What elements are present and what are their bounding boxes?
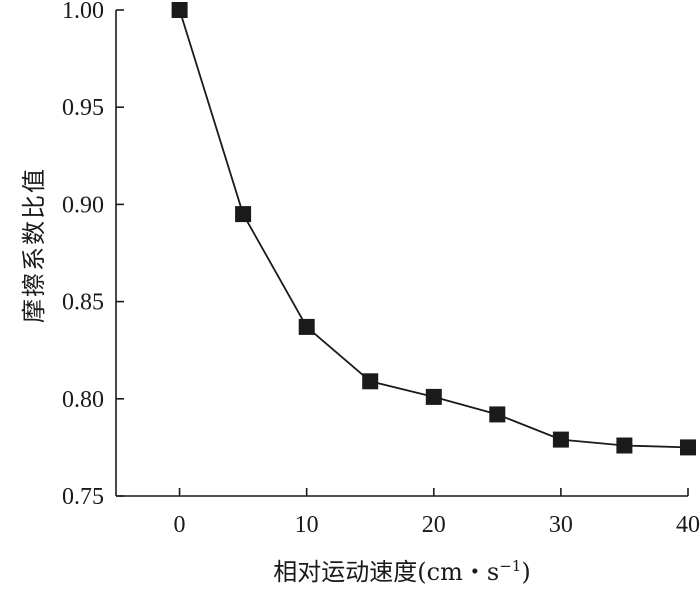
x-tick-label: 10 (295, 512, 319, 538)
y-tick-label: 0.90 (62, 192, 104, 218)
data-point (616, 437, 633, 454)
x-tick-label: 40 (676, 512, 700, 538)
data-point (171, 2, 188, 18)
data-point (680, 439, 696, 456)
x-axis-title-main: 相对运动速度(cm・s (273, 558, 499, 586)
x-axis-title: 相对运动速度(cm・s−1) (273, 557, 530, 586)
data-point (489, 406, 506, 423)
y-tick-label: 0.80 (62, 387, 104, 413)
series-group (171, 2, 696, 456)
data-point (235, 206, 252, 223)
x-tick-label: 0 (174, 512, 186, 538)
x-axis-title-close: ) (521, 558, 530, 586)
data-point (552, 431, 569, 448)
x-tick-label: 30 (549, 512, 573, 538)
x-tick-label: 20 (422, 512, 446, 538)
y-ticks: 0.75 0.80 0.85 0.90 0.95 1.00 (62, 0, 124, 510)
data-point (425, 388, 442, 405)
series-line (178, 9, 689, 449)
y-tick-label: 0.85 (62, 290, 104, 316)
x-axis-title-superscript: −1 (499, 557, 521, 575)
data-point (298, 318, 315, 335)
y-axis-title: 摩擦系数比值 (20, 167, 48, 323)
x-ticks: 0 10 20 30 40 (174, 488, 700, 538)
y-tick-label: 0.75 (62, 484, 104, 510)
y-tick-label: 0.95 (62, 95, 104, 121)
data-point (362, 373, 379, 390)
y-tick-label: 1.00 (62, 0, 104, 24)
axes (115, 10, 688, 497)
